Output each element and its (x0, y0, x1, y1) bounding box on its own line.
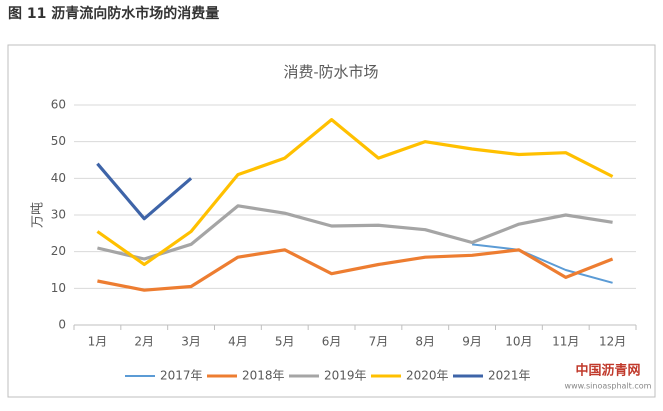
legend-label: 2021年 (488, 369, 531, 383)
y-tick-label: 60 (51, 98, 66, 112)
y-tick-label: 40 (51, 171, 66, 185)
x-tick-label: 3月 (181, 335, 201, 349)
x-tick-label: 8月 (415, 335, 435, 349)
series-line (97, 204, 613, 261)
legend-label: 2018年 (242, 369, 285, 383)
x-tick-label: 10月 (505, 335, 532, 349)
legend-label: 2019年 (324, 369, 367, 383)
watermark-name: 中国沥青网 (575, 363, 640, 379)
x-tick-label: 4月 (228, 335, 248, 349)
chart-title: 消费-防水市场 (283, 63, 378, 81)
x-tick-label: 2月 (134, 335, 154, 349)
y-tick-label: 50 (51, 134, 66, 148)
x-tick-label: 9月 (462, 335, 482, 349)
y-tick-label: 10 (51, 281, 66, 295)
figure-header: 图 11 沥青流向防水市场的消费量 (8, 5, 219, 22)
series-line (97, 248, 614, 292)
x-tick-label: 12月 (599, 335, 626, 349)
legend-label: 2020年 (406, 369, 449, 383)
y-tick-label: 20 (51, 244, 66, 258)
chart-border (7, 44, 656, 398)
y-tick-label: 30 (51, 208, 66, 222)
y-tick-label: 0 (58, 318, 66, 332)
x-tick-label: 1月 (88, 335, 108, 349)
x-tick-label: 5月 (275, 335, 295, 349)
x-tick-label: 11月 (552, 335, 579, 349)
legend-label: 2017年 (160, 369, 203, 383)
series-line (471, 243, 613, 284)
watermark-url: www.sinoasphalt.com (565, 382, 652, 391)
y-axis-label: 万吨 (31, 202, 46, 228)
x-tick-label: 6月 (322, 335, 342, 349)
x-tick-label: 7月 (369, 335, 389, 349)
series-line (96, 162, 193, 221)
series-line (96, 118, 614, 267)
